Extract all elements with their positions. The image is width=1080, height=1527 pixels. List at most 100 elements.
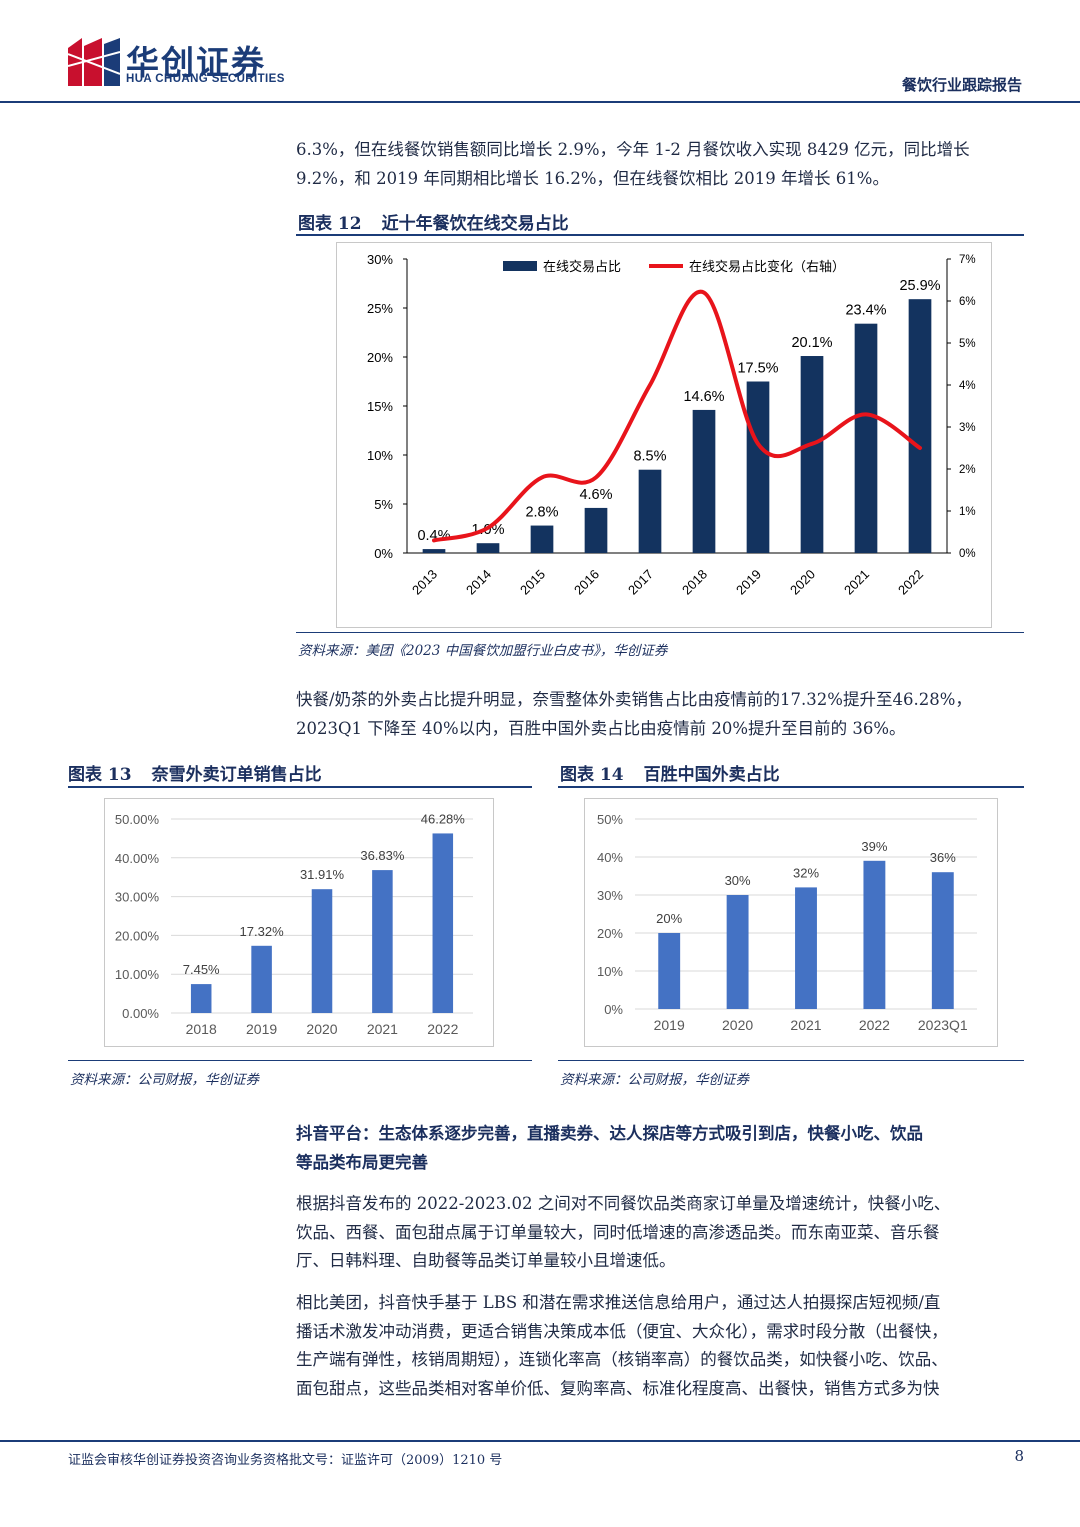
bar bbox=[726, 895, 749, 1009]
data-label: 20% bbox=[656, 911, 682, 926]
y2-tick-label: 0% bbox=[959, 548, 976, 560]
paragraph-line: 9.2%，和 2019 年同期相比增长 16.2%，但在线餐饮相比 2019 年… bbox=[296, 168, 889, 188]
bar bbox=[795, 887, 817, 1009]
bar bbox=[422, 549, 446, 553]
figure-13-chart-frame: 0.00% 10.00% 20.00% 30.00% 40.00% 50.00% 7.45%… bbox=[104, 798, 494, 1047]
y2-tick-label: 5% bbox=[959, 338, 976, 350]
bar bbox=[692, 409, 716, 553]
bar bbox=[863, 860, 886, 1009]
bar bbox=[372, 870, 393, 1013]
bar bbox=[251, 945, 272, 1013]
paragraph-line: 2023Q1 下降至 40%以内，百胜中国外卖占比由疫情前 20%提升至目前的 … bbox=[296, 718, 906, 738]
y-tick-label: 20% bbox=[367, 350, 393, 365]
paragraph-line: 播话术激发冲动消费，更适合销售决策成本低（便宜、大众化），需求时段分散（出餐快， bbox=[296, 1321, 948, 1341]
data-label: 20.1% bbox=[791, 335, 832, 351]
online-share-chart: 0%5%10%15%20%25%30%0%1%2%3%4%5%6%7%0.4%2… bbox=[367, 252, 976, 598]
figure-caption: 百胜中国外卖占比 bbox=[643, 765, 780, 785]
x-tick-label: 2015 bbox=[517, 567, 548, 598]
footer-divider bbox=[0, 1440, 1080, 1442]
legend-label: 在线交易占比变化（右轴） bbox=[689, 259, 845, 274]
figure-14-title: 图表 14 百胜中国外卖占比 bbox=[560, 760, 780, 785]
y-tick-label: 25% bbox=[367, 301, 393, 316]
y-tick-label: 40.00% bbox=[115, 851, 160, 866]
figure-12-chart-frame: 0% 5% 10% 15% 20% 25% 30% 0% 1% 2% 3% 4% 5% 6% 7% 0.4% 2… bbox=[336, 242, 992, 628]
paragraph-line: 相比美团，抖音快手基于 LBS 和潜在需求推送信息给用户，通过达人拍摄探店短视频… bbox=[296, 1293, 941, 1312]
bar bbox=[638, 469, 662, 553]
y-tick-label: 0% bbox=[604, 1002, 623, 1017]
company-logo-mark bbox=[68, 38, 120, 86]
bar bbox=[658, 933, 681, 1009]
report-type: 餐饮行业跟踪报告 bbox=[901, 76, 1022, 94]
x-tick-label: 2022 bbox=[859, 1017, 890, 1033]
data-label: 1.0% bbox=[471, 522, 504, 538]
x-tick-label: 2019 bbox=[733, 567, 764, 598]
y-tick-label: 0.00% bbox=[122, 1006, 159, 1021]
figure-13-title: 图表 13 奈雪外卖订单销售占比 bbox=[68, 760, 322, 785]
data-label: 14.6% bbox=[683, 389, 724, 405]
paragraph-line: 快餐/奶茶的外卖占比提升明显，奈雪整体外卖销售占比由疫情前的17.32%提升至4… bbox=[296, 690, 972, 709]
y-tick-label: 5% bbox=[374, 497, 393, 512]
y-tick-label: 30.00% bbox=[115, 890, 160, 905]
page-number: 8 bbox=[1014, 1447, 1024, 1465]
data-label: 30% bbox=[725, 873, 751, 888]
figure-13-rule bbox=[68, 786, 532, 788]
x-tick-label: 2022 bbox=[427, 1021, 458, 1037]
y-tick-label: 0% bbox=[374, 546, 393, 561]
bar bbox=[584, 507, 608, 553]
legend-label: 在线交易占比 bbox=[543, 259, 621, 274]
series-line bbox=[432, 289, 922, 543]
y2-tick-label: 7% bbox=[959, 254, 976, 266]
y-tick-label: 30% bbox=[597, 888, 623, 903]
paragraph-line: 根据抖音发布的 2022-2023.02 之间对不同餐饮品类商家订单量及增速统计… bbox=[296, 1194, 951, 1213]
y-tick-label: 15% bbox=[367, 399, 393, 414]
data-label: 8.5% bbox=[633, 449, 666, 465]
figure-13-bottom-rule bbox=[68, 1060, 532, 1061]
x-tick-label: 2020 bbox=[787, 567, 818, 598]
y2-tick-label: 1% bbox=[959, 506, 976, 518]
y-tick-label: 50% bbox=[597, 812, 623, 827]
x-tick-label: 2020 bbox=[306, 1021, 337, 1037]
data-label: 32% bbox=[793, 865, 819, 880]
bar bbox=[854, 323, 878, 553]
y-tick-label: 50.00% bbox=[115, 812, 160, 827]
figure-12-bottom-rule bbox=[296, 632, 1024, 633]
paragraph-douyin-stats: 根据抖音发布的 2022-2023.02 之间对不同餐饮品类商家订单量及增速统计… bbox=[296, 1190, 1036, 1276]
figure-14-rule bbox=[558, 786, 1024, 788]
data-label: 7.45% bbox=[183, 962, 220, 977]
header-divider bbox=[0, 101, 1080, 103]
bar bbox=[311, 889, 333, 1013]
x-tick-label: 2022 bbox=[895, 567, 926, 598]
nayuki-delivery-chart: 0.00% 10.00% 20.00% 30.00% 40.00% 50.00% 7.45%… bbox=[115, 811, 473, 1037]
y2-tick-label: 6% bbox=[959, 296, 976, 308]
data-label: 17.5% bbox=[737, 361, 778, 377]
paragraph-online-dining: 6.3%，但在线餐饮销售额同比增长 2.9%，今年 1-2 月餐饮收入实现 84… bbox=[296, 136, 1030, 193]
paragraph-delivery-share: 快餐/奶茶的外卖占比提升明显，奈雪整体外卖销售占比由疫情前的17.32%提升至4… bbox=[296, 686, 1036, 743]
figure-14-chart-frame: 0% 10% 20% 30% 40% 50% 20% 2019 30% 2020 32% 2021 39… bbox=[584, 798, 998, 1047]
x-tick-label: 2016 bbox=[571, 567, 602, 598]
figure-14-bottom-rule bbox=[558, 1060, 1024, 1061]
section-heading: 抖音平台：生态体系逐步完善，直播卖券、达人探店等方式吸引到店，快餐小吃、饮品 等… bbox=[296, 1120, 1036, 1177]
bar bbox=[908, 299, 932, 553]
bar bbox=[432, 833, 454, 1013]
y-tick-label: 20% bbox=[597, 926, 623, 941]
y-tick-label: 30% bbox=[367, 252, 393, 267]
x-tick-label: 2017 bbox=[625, 567, 656, 598]
bar bbox=[476, 543, 500, 553]
heading-line: 抖音平台：生态体系逐步完善，直播卖券、达人探店等方式吸引到店，快餐小吃、饮品 bbox=[296, 1124, 923, 1143]
paragraph-line: 生产端有弹性，核销周期短），连锁化率高（核销率高）的餐饮品类，如快餐小吃、饮品、 bbox=[296, 1350, 948, 1369]
figure-14-source: 资料来源：公司财报，华创证券 bbox=[560, 1072, 749, 1088]
x-tick-label: 2014 bbox=[463, 567, 494, 598]
x-tick-label: 2020 bbox=[722, 1017, 753, 1033]
figure-13-source: 资料来源：公司财报，华创证券 bbox=[70, 1072, 259, 1088]
x-tick-label: 2019 bbox=[246, 1021, 277, 1037]
legend-swatch-bar bbox=[503, 261, 537, 271]
y2-tick-label: 4% bbox=[959, 380, 976, 392]
figure-12-rule bbox=[296, 234, 1024, 236]
data-label: 2.8% bbox=[525, 505, 558, 521]
x-tick-label: 2021 bbox=[367, 1021, 398, 1037]
paragraph-line: 饮品、西餐、面包甜点属于订单量较大，同时低增速的高渗透品类。而东南亚菜、音乐餐 bbox=[296, 1222, 940, 1242]
figure-12-source: 资料来源：美团《2023 中国餐饮加盟行业白皮书》，华创证券 bbox=[298, 643, 668, 659]
figure-12-title: 图表 12 近十年餐饮在线交易占比 bbox=[298, 209, 569, 234]
x-tick-label: 2018 bbox=[679, 567, 710, 598]
y2-tick-label: 2% bbox=[959, 464, 976, 476]
